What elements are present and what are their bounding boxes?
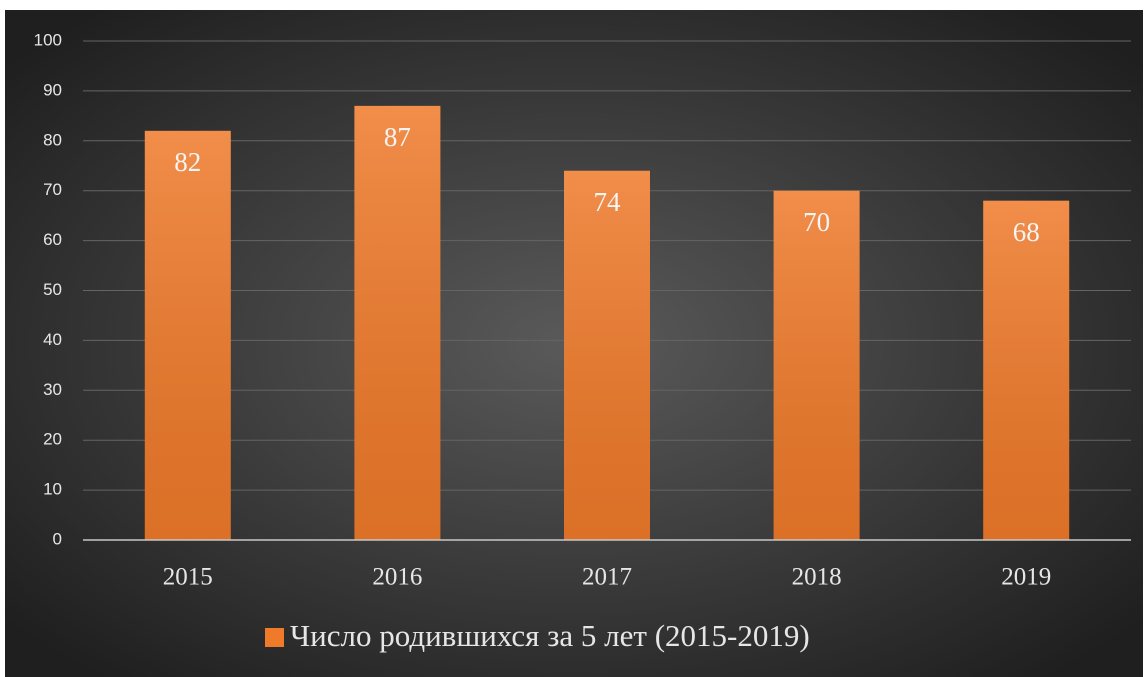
y-tick-label: 90 xyxy=(43,80,62,99)
bar xyxy=(144,130,231,540)
y-tick-label: 50 xyxy=(43,280,62,299)
y-tick-label: 60 xyxy=(43,230,62,249)
y-tick-label: 40 xyxy=(43,330,62,349)
bar xyxy=(773,190,860,540)
legend-label: Число родившихся за 5 лет (2015-2019) xyxy=(290,618,810,653)
data-label: 82 xyxy=(174,147,201,177)
bar xyxy=(983,200,1070,540)
x-tick-label: 2017 xyxy=(582,564,632,591)
y-tick-label: 70 xyxy=(43,180,62,199)
y-tick-label: 20 xyxy=(43,430,62,449)
y-tick-label: 10 xyxy=(43,480,62,499)
bar xyxy=(564,170,650,541)
y-tick-label: 80 xyxy=(43,130,62,149)
x-tick-label: 2016 xyxy=(372,564,422,591)
x-tick-label: 2015 xyxy=(163,564,213,591)
y-tick-label: 30 xyxy=(43,380,62,399)
x-tick-label: 2019 xyxy=(1001,564,1051,591)
bar xyxy=(354,105,441,541)
x-tick-label: 2018 xyxy=(792,564,842,591)
data-label: 74 xyxy=(594,187,622,217)
data-label: 70 xyxy=(803,207,830,237)
data-label: 87 xyxy=(384,122,411,152)
data-label: 68 xyxy=(1013,217,1040,247)
y-tick-label: 0 xyxy=(53,529,62,548)
legend-swatch xyxy=(265,628,284,647)
y-tick-label: 100 xyxy=(34,30,62,49)
